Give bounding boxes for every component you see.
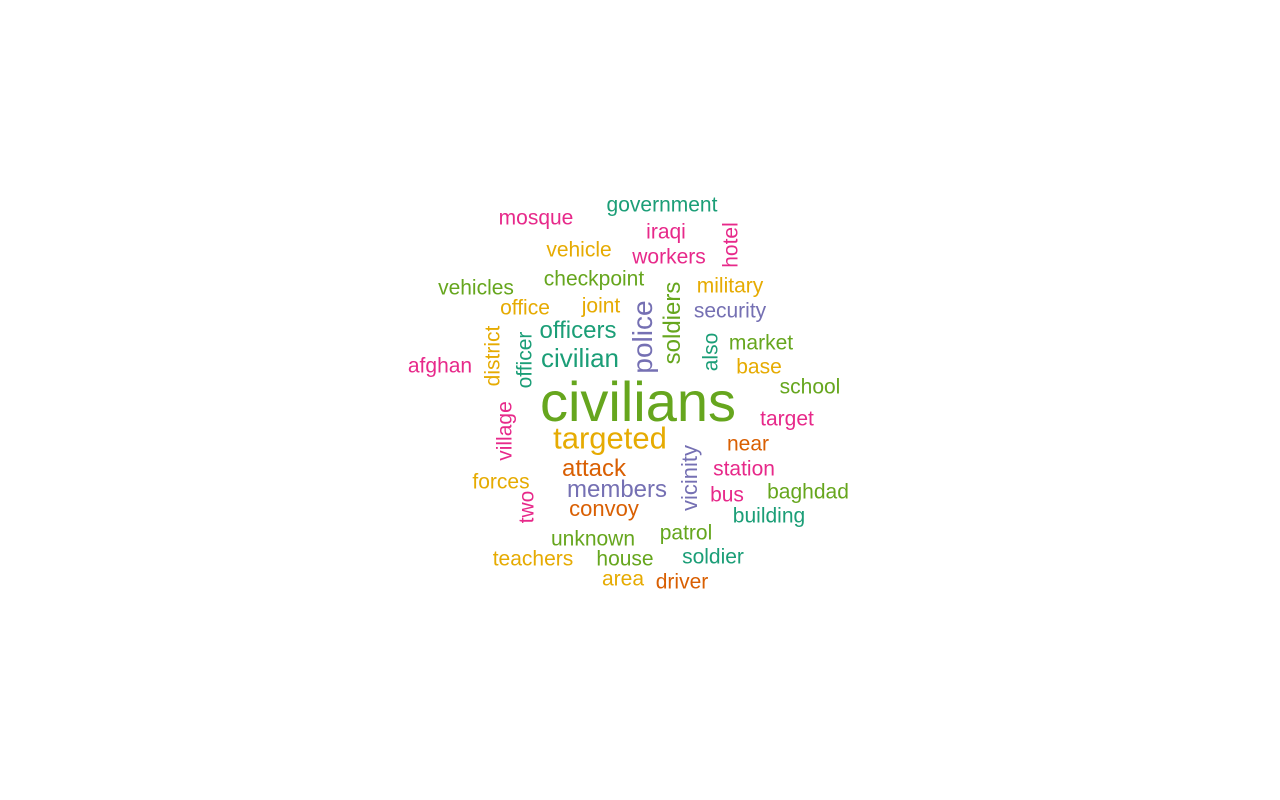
word-afghan: afghan: [407, 354, 473, 378]
word-near: near: [726, 432, 770, 456]
word-also: also: [699, 332, 723, 372]
word-building: building: [732, 504, 806, 528]
word-bus: bus: [710, 483, 744, 507]
word-workers: workers: [632, 245, 706, 269]
word-vicinity: vicinity: [677, 444, 702, 512]
word-officer: officer: [513, 331, 537, 389]
word-district: district: [481, 325, 505, 387]
word-driver: driver: [655, 570, 709, 594]
word-targeted: targeted: [553, 420, 667, 456]
word-target: target: [760, 407, 814, 431]
word-officers: officers: [539, 317, 617, 344]
word-police: police: [627, 300, 658, 374]
word-attack: attack: [561, 455, 627, 482]
word-base: base: [736, 355, 782, 379]
word-area: area: [601, 567, 645, 591]
word-iraqi: iraqi: [646, 220, 686, 244]
word-vehicles: vehicles: [438, 276, 514, 300]
word-house: house: [596, 547, 654, 571]
word-patrol: patrol: [659, 521, 713, 545]
word-teachers: teachers: [492, 547, 574, 571]
word-soldiers: soldiers: [659, 281, 686, 365]
word-unknown: unknown: [550, 527, 636, 551]
word-military: military: [696, 274, 764, 298]
word-government: government: [606, 193, 718, 217]
word-mosque: mosque: [498, 206, 574, 230]
word-convoy: convoy: [569, 496, 639, 521]
word-soldier: soldier: [682, 545, 744, 569]
word-joint: joint: [581, 294, 621, 318]
word-civilians: civilians: [539, 370, 737, 433]
word-vehicle: vehicle: [546, 238, 612, 262]
word-civilian: civilian: [540, 343, 620, 373]
word-forces: forces: [472, 470, 530, 494]
word-market: market: [728, 331, 794, 355]
word-checkpoint: checkpoint: [543, 267, 645, 291]
word-station: station: [713, 457, 775, 481]
word-baghdad: baghdad: [767, 480, 849, 504]
word-members: members: [566, 476, 668, 503]
word-security: security: [693, 299, 767, 323]
word-hotel: hotel: [719, 222, 743, 268]
word-village: village: [493, 401, 517, 461]
word-two: two: [515, 490, 539, 524]
word-office: office: [500, 296, 550, 320]
word-school: school: [779, 375, 841, 399]
